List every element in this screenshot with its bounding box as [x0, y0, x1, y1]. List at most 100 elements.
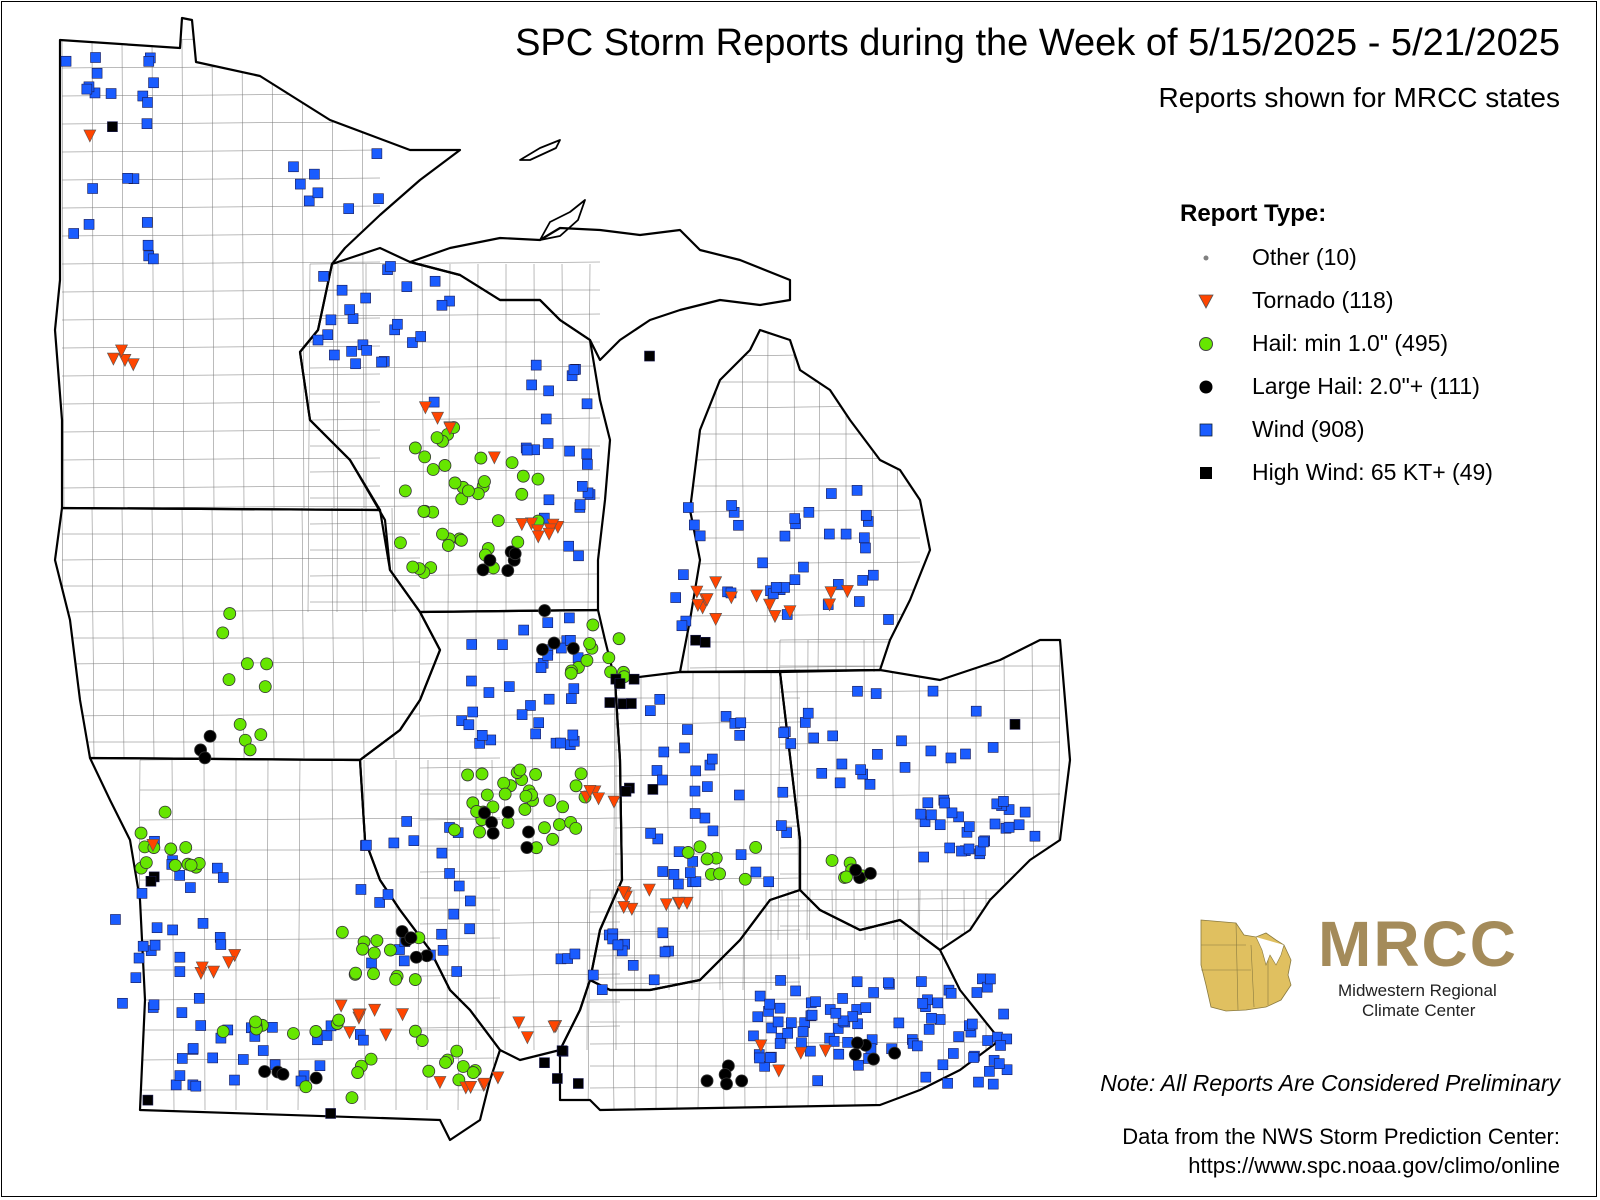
hail-report-marker [498, 787, 512, 801]
wind-report-marker [229, 1074, 240, 1086]
wind-report-marker [920, 1071, 932, 1083]
wind-report-marker [989, 818, 1001, 830]
wind-report-marker [521, 444, 533, 456]
map-subtitle: Reports shown for MRCC states [1158, 82, 1560, 113]
wind-report-marker [141, 217, 153, 228]
hail-report-marker [243, 743, 257, 757]
wind-report-marker [735, 849, 747, 860]
mrcc-logo-text: MRCC [1318, 908, 1518, 980]
wind-report-marker [998, 1008, 1009, 1020]
hail-report-marker [531, 472, 545, 486]
wind-report-marker [775, 975, 786, 986]
wind-report-marker [772, 1016, 784, 1028]
wind-report-marker [581, 398, 593, 410]
tornado-report-marker [431, 411, 445, 425]
state-missouri [88, 756, 502, 1142]
wind-report-marker [530, 728, 541, 740]
wind-report-marker [588, 969, 599, 981]
wind-report-marker [851, 976, 863, 988]
wind-report-marker [855, 764, 866, 775]
hail-report-marker [586, 618, 600, 632]
wind-report-marker [945, 988, 957, 999]
wind-report-marker [382, 889, 394, 900]
hail-report-marker [840, 870, 853, 884]
wind-report-marker [648, 974, 660, 986]
large-hail-report-marker [867, 1052, 880, 1066]
tornado-report-marker [443, 422, 457, 436]
wind-report-marker [752, 1011, 764, 1023]
wind-report-marker [689, 785, 701, 797]
wind-report-marker [805, 1045, 816, 1057]
hail-report-marker [438, 459, 452, 472]
wind-report-marker [927, 685, 939, 697]
wind-report-marker [190, 1080, 202, 1092]
wind-report-marker [827, 730, 838, 742]
wind-report-marker [401, 281, 413, 292]
hail-report-marker [466, 1066, 480, 1079]
tornado-report-marker [625, 902, 639, 916]
wind-report-marker [567, 729, 579, 741]
tornado-report-marker [83, 129, 97, 143]
wind-report-marker [148, 999, 160, 1011]
wind-report-marker [872, 749, 883, 760]
high-wind-square-icon [1200, 467, 1212, 479]
wind-report-marker [451, 966, 463, 977]
wind-report-marker [925, 745, 937, 757]
wind-report-marker [212, 862, 223, 874]
hail-report-marker [370, 934, 384, 948]
legend-label-high-wind: High Wind: 65 KT+ (49) [1252, 459, 1493, 485]
wind-report-marker [322, 329, 333, 341]
high-wind-report-marker [604, 697, 616, 708]
wind-report-marker [987, 742, 999, 753]
wind-report-marker [764, 998, 775, 1010]
hail-report-marker [179, 841, 193, 854]
hail-report-marker [461, 484, 475, 498]
wind-report-marker [922, 797, 934, 809]
source-url[interactable]: https://www.spc.noaa.gov/climo/online [1188, 1153, 1560, 1178]
tornado-report-marker [763, 598, 776, 612]
wind-report-marker [193, 993, 205, 1004]
large-hail-report-marker [501, 805, 515, 819]
large-hail-report-marker [276, 1067, 290, 1081]
wind-report-marker [176, 1053, 188, 1064]
tornado-report-marker [524, 517, 538, 531]
hail-report-marker [439, 1056, 452, 1069]
hail-report-marker [574, 767, 588, 781]
wind-report-marker [612, 939, 624, 951]
other-dot-icon [1203, 255, 1209, 261]
wind-report-marker [90, 52, 101, 63]
hail-report-marker [408, 441, 422, 455]
wind-report-marker [110, 914, 121, 925]
hail-report-marker [233, 717, 247, 731]
wind-report-marker [573, 550, 584, 562]
hail-report-marker [693, 840, 707, 854]
wind-report-marker [174, 951, 186, 963]
wind-report-marker [883, 614, 894, 625]
wind-report-marker [105, 88, 117, 99]
high-wind-report-marker [690, 634, 701, 646]
wind-report-marker [174, 870, 185, 881]
wind-report-marker [993, 1058, 1005, 1069]
wind-report-marker [960, 748, 971, 760]
wind-report-marker [1029, 830, 1041, 842]
large-hail-report-marker [203, 729, 217, 743]
wind-report-marker [934, 819, 946, 831]
wind-report-marker [658, 746, 670, 758]
wind-report-marker [436, 299, 448, 311]
wind-report-marker [654, 694, 666, 705]
large-hail-report-marker [258, 1065, 272, 1078]
hail-report-marker [612, 632, 626, 646]
source-line-1: Data from the NWS Storm Prediction Cente… [1122, 1124, 1560, 1149]
wind-report-marker [899, 762, 911, 773]
high-wind-report-marker [1009, 719, 1021, 730]
legend: Report Type: Other (10) Tornado (118) Ha… [1180, 200, 1560, 500]
wind-report-marker [860, 542, 871, 554]
tornado-report-marker [750, 589, 764, 603]
hail-report-marker [258, 680, 272, 694]
wind-report-marker [497, 639, 508, 650]
hail-report-marker [260, 657, 274, 671]
wind-report-marker [984, 1066, 995, 1077]
hail-report-marker [356, 942, 369, 956]
tornado-report-marker [487, 451, 501, 465]
hail-report-marker [497, 776, 511, 790]
